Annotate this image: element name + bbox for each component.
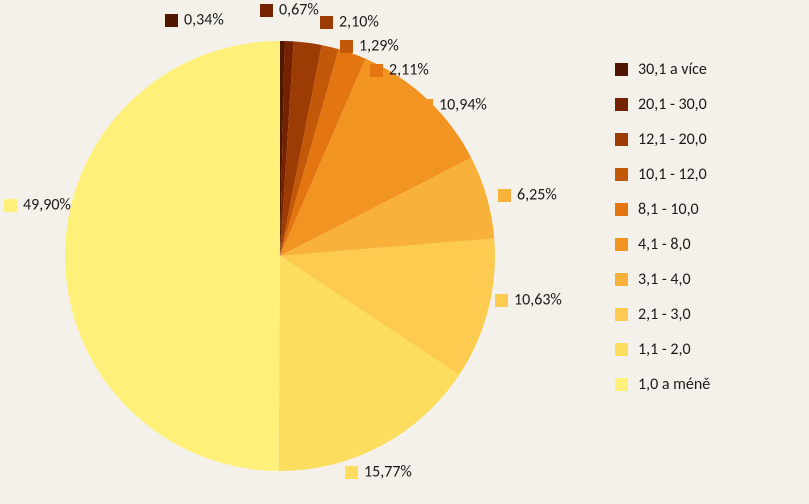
legend-item: 4,1 - 8,0	[615, 235, 710, 254]
slice-label-text: 15,77%	[364, 463, 412, 482]
slice-label-swatch	[165, 14, 178, 27]
slice-label-swatch	[4, 199, 17, 212]
slice-label-text: 0,67%	[279, 1, 319, 20]
legend-swatch	[615, 308, 628, 321]
slice-label-swatch	[320, 16, 333, 29]
legend-label: 1,0 a méně	[638, 375, 710, 394]
legend-item: 8,1 - 10,0	[615, 200, 710, 219]
slice-label-swatch	[340, 40, 353, 53]
pie-slice	[65, 41, 280, 471]
legend-item: 1,1 - 2,0	[615, 340, 710, 359]
slice-label-swatch	[498, 189, 511, 202]
legend-label: 2,1 - 3,0	[638, 305, 691, 324]
slice-label: 0,67%	[260, 0, 319, 20]
slice-label-text: 2,10%	[339, 13, 379, 32]
legend-item: 30,1 a více	[615, 60, 710, 79]
slice-label: 0,34%	[165, 10, 224, 30]
legend-item: 10,1 - 12,0	[615, 165, 710, 184]
legend-label: 3,1 - 4,0	[638, 270, 691, 289]
legend-swatch	[615, 133, 628, 146]
legend-swatch	[615, 238, 628, 251]
slice-label-text: 1,29%	[359, 37, 399, 56]
legend-label: 10,1 - 12,0	[638, 165, 707, 184]
slice-label-swatch	[420, 99, 433, 112]
legend-label: 20,1 - 30,0	[638, 95, 707, 114]
legend-item: 12,1 - 20,0	[615, 130, 710, 149]
slice-label: 10,63%	[495, 290, 562, 310]
legend-label: 8,1 - 10,0	[638, 200, 699, 219]
slice-label-swatch	[370, 64, 383, 77]
legend-swatch	[615, 168, 628, 181]
slice-label: 10,94%	[420, 95, 487, 115]
legend-swatch	[615, 203, 628, 216]
slice-label-text: 49,90%	[23, 196, 71, 215]
legend-swatch	[615, 63, 628, 76]
legend-label: 1,1 - 2,0	[638, 340, 691, 359]
slice-label-text: 10,94%	[439, 96, 487, 115]
slice-label: 15,77%	[345, 462, 412, 482]
slice-label-swatch	[260, 4, 273, 17]
slice-label: 49,90%	[4, 195, 71, 215]
legend-label: 30,1 a více	[638, 60, 707, 79]
slice-label: 2,10%	[320, 12, 379, 32]
legend-label: 12,1 - 20,0	[638, 130, 707, 149]
slice-label-text: 6,25%	[517, 186, 557, 205]
legend-swatch	[615, 98, 628, 111]
slice-label-swatch	[345, 466, 358, 479]
legend-swatch	[615, 273, 628, 286]
slice-label-swatch	[495, 294, 508, 307]
slice-label: 6,25%	[498, 185, 557, 205]
slice-label-text: 0,34%	[184, 11, 224, 30]
legend: 30,1 a více 20,1 - 30,0 12,1 - 20,0 10,1 - …	[615, 60, 710, 410]
legend-swatch	[615, 343, 628, 356]
legend-item: 3,1 - 4,0	[615, 270, 710, 289]
legend-label: 4,1 - 8,0	[638, 235, 691, 254]
slice-label: 2,11%	[370, 60, 429, 80]
legend-item: 20,1 - 30,0	[615, 95, 710, 114]
slice-label-text: 2,11%	[389, 61, 429, 80]
slice-label-text: 10,63%	[514, 291, 562, 310]
legend-item: 2,1 - 3,0	[615, 305, 710, 324]
legend-item: 1,0 a méně	[615, 375, 710, 394]
slice-label: 1,29%	[340, 36, 399, 56]
legend-swatch	[615, 378, 628, 391]
